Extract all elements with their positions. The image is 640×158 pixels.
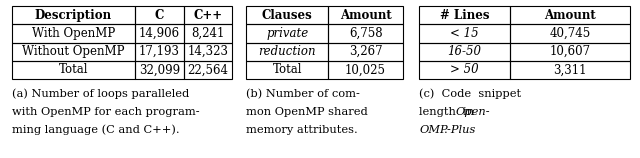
Text: reduction: reduction (259, 45, 316, 58)
Bar (12, 6, 135, 24)
Bar (419, 24, 510, 43)
Bar (328, 43, 403, 61)
Text: 8,241: 8,241 (191, 27, 225, 40)
Bar (246, 24, 328, 43)
Bar (328, 6, 403, 24)
Bar (184, 43, 232, 61)
Bar (328, 61, 403, 79)
Text: 32,099: 32,099 (139, 63, 180, 76)
Bar (184, 61, 232, 79)
Text: 40,745: 40,745 (550, 27, 591, 40)
Text: 10,025: 10,025 (345, 63, 386, 76)
Bar (12, 43, 135, 61)
Bar (184, 24, 232, 43)
Text: OMP-Plus: OMP-Plus (419, 125, 476, 135)
Text: Amount: Amount (545, 9, 596, 22)
Text: 14,323: 14,323 (188, 45, 228, 58)
Bar (419, 6, 510, 24)
Bar (12, 24, 135, 43)
Text: 3,267: 3,267 (349, 45, 382, 58)
Text: 22,564: 22,564 (188, 63, 228, 76)
Bar (246, 6, 328, 24)
Bar (12, 61, 135, 79)
Text: 10,607: 10,607 (550, 45, 591, 58)
Bar (419, 43, 510, 61)
Bar (135, 43, 184, 61)
Text: Total: Total (59, 63, 88, 76)
Text: 16-50: 16-50 (447, 45, 482, 58)
Text: < 15: < 15 (451, 27, 479, 40)
Text: 17,193: 17,193 (139, 45, 180, 58)
Text: (b) Number of com-: (b) Number of com- (246, 88, 360, 99)
Bar (510, 24, 630, 43)
Text: 6,758: 6,758 (349, 27, 382, 40)
Text: private: private (266, 27, 308, 40)
Bar (184, 6, 232, 24)
Text: length  in: length in (419, 107, 481, 117)
Bar (510, 6, 630, 24)
Text: Open-: Open- (456, 107, 490, 117)
Text: Amount: Amount (340, 9, 392, 22)
Bar (510, 43, 630, 61)
Text: Description: Description (35, 9, 112, 22)
Text: ming language (C and C++).: ming language (C and C++). (12, 125, 179, 135)
Text: C: C (155, 9, 164, 22)
Text: 3,311: 3,311 (554, 63, 587, 76)
Text: (c)  Code  snippet: (c) Code snippet (419, 88, 522, 99)
Text: 14,906: 14,906 (139, 27, 180, 40)
Text: memory attributes.: memory attributes. (246, 125, 358, 135)
Bar (328, 24, 403, 43)
Text: (a) Number of loops paralleled: (a) Number of loops paralleled (12, 88, 189, 99)
Text: mon OpenMP shared: mon OpenMP shared (246, 107, 368, 117)
Text: .: . (444, 125, 447, 135)
Text: # Lines: # Lines (440, 9, 490, 22)
Bar (135, 24, 184, 43)
Text: Clauses: Clauses (262, 9, 312, 22)
Text: With OpenMP: With OpenMP (32, 27, 115, 40)
Text: Total: Total (273, 63, 302, 76)
Bar (246, 61, 328, 79)
Bar (419, 61, 510, 79)
Text: C++: C++ (193, 9, 223, 22)
Text: Without OpenMP: Without OpenMP (22, 45, 125, 58)
Text: with OpenMP for each program-: with OpenMP for each program- (12, 107, 199, 117)
Bar (135, 61, 184, 79)
Bar (135, 6, 184, 24)
Bar (246, 43, 328, 61)
Bar (510, 61, 630, 79)
Text: > 50: > 50 (451, 63, 479, 76)
